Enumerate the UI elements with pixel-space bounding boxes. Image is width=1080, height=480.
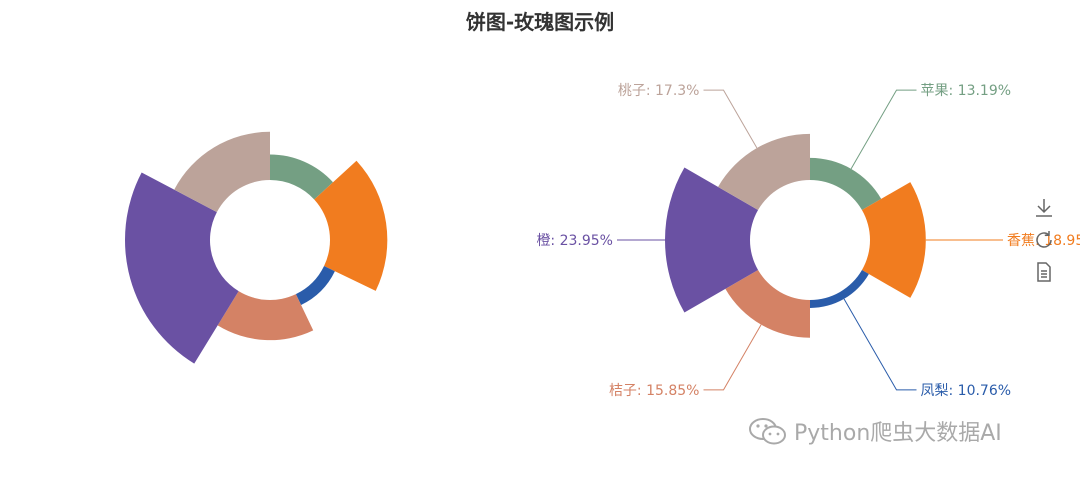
slice-2[interactable] [295,266,335,305]
slice-label-0: 苹果: 13.19% [921,83,1012,99]
wechat-icon [749,418,786,445]
slice-5[interactable] [718,133,810,210]
label-line-5 [703,89,758,149]
slice-label-5: 桃子: 17.3% [618,83,700,99]
rose-chart-area: 苹果: 13.19% 香蕉: 18.95% 凤梨: 10.76% 桔子: 15.85%… [536,83,1080,399]
slice-3[interactable] [725,270,810,338]
slice-4[interactable] [665,167,759,313]
slice-4[interactable] [125,172,239,364]
slice-label-4: 橙: 23.95% [536,233,613,249]
slice-5[interactable] [174,131,270,213]
download-icon[interactable] [1032,196,1056,220]
slice-1[interactable] [314,160,388,291]
slice-1[interactable] [861,182,926,298]
slice-0[interactable] [810,157,882,210]
data-view-icon[interactable] [1032,260,1056,284]
watermark: Python爬虫大数据AI [748,414,1002,448]
watermark-text: Python爬虫大数据AI [794,421,1002,446]
slice-label-2: 凤梨: 10.76% [921,383,1012,399]
slice-0[interactable] [270,154,333,200]
slice-label-3: 桔子: 15.85% [609,383,700,399]
chart-title: 饼图-玫瑰图示例 [465,10,615,34]
slice-2[interactable] [810,270,869,308]
rose-chart-radius [125,131,388,364]
refresh-icon[interactable] [1032,228,1056,252]
label-line-2 [843,298,917,391]
label-line-0 [850,89,917,170]
toolbox [1032,196,1056,284]
slice-label-1: 香蕉: 18.95% [1007,233,1080,249]
label-line-3 [703,324,762,391]
slice-3[interactable] [217,291,314,341]
